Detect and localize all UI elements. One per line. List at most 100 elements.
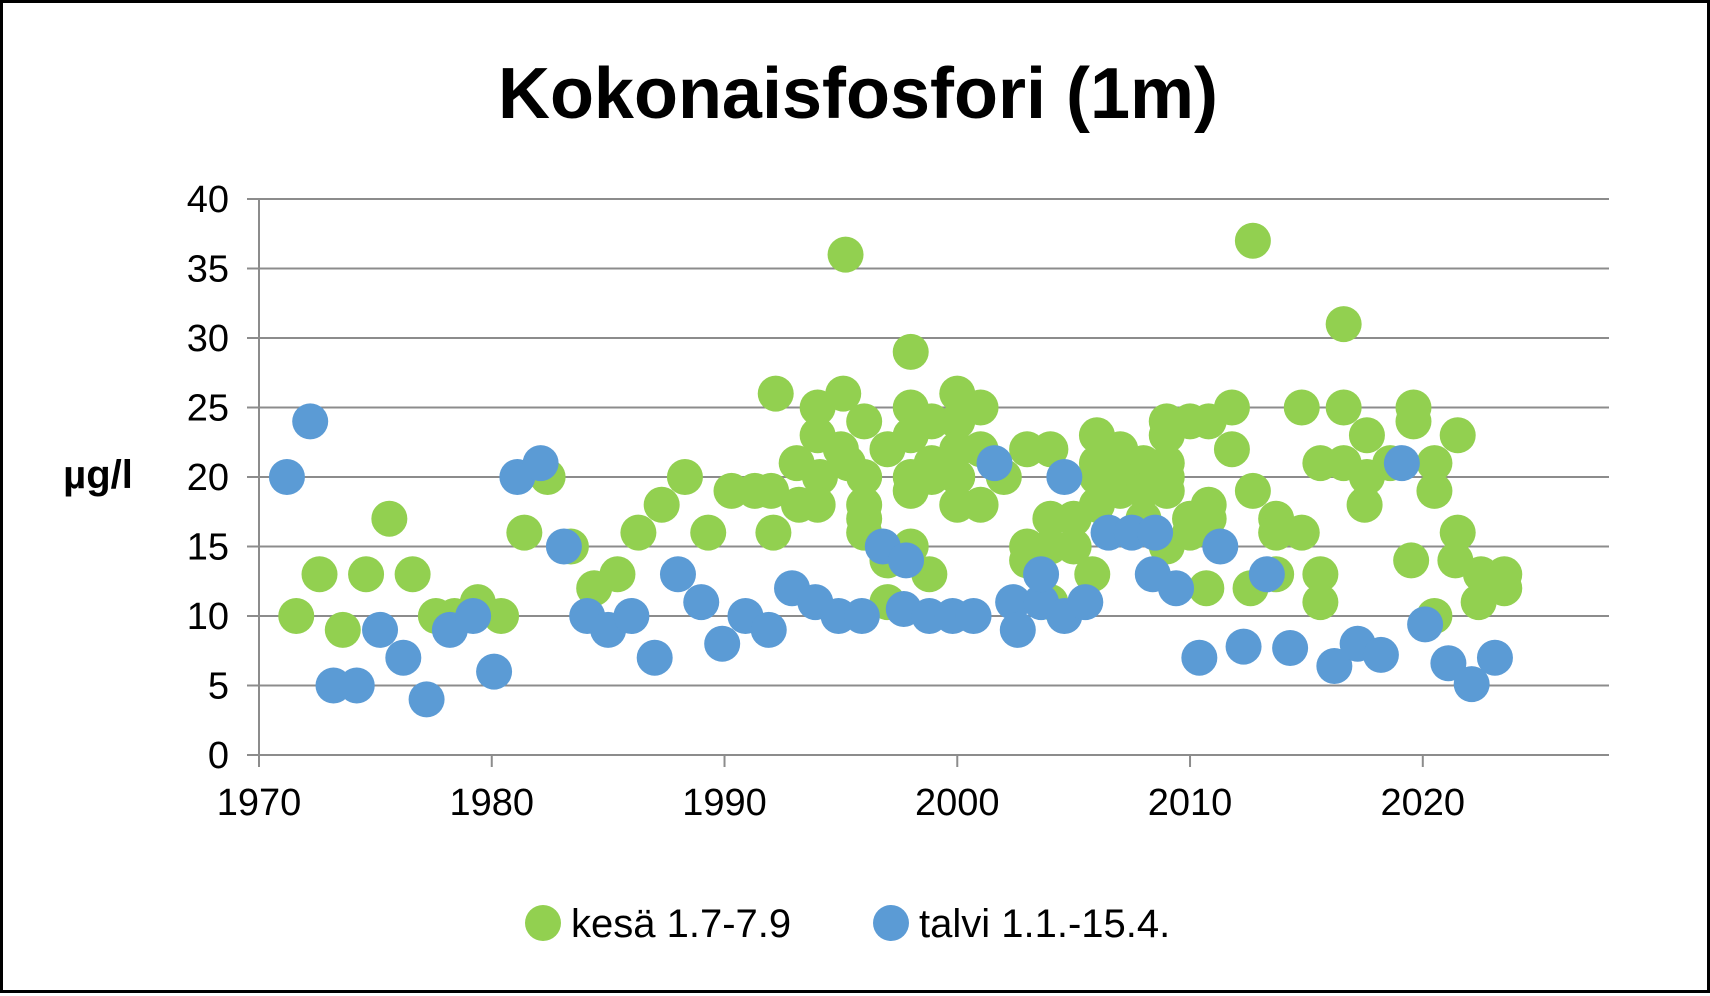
y-tick-label: 5 [208, 666, 229, 708]
data-point [1325, 306, 1362, 343]
data-point [846, 403, 883, 440]
data-point [1383, 445, 1420, 482]
data-point [1046, 459, 1083, 495]
data-point [1137, 514, 1174, 551]
data-point [1416, 445, 1453, 482]
data-point [659, 556, 696, 593]
data-point [362, 611, 399, 648]
data-point [1258, 514, 1295, 551]
data-point [1283, 389, 1320, 426]
data-point [1393, 542, 1430, 579]
data-point [1055, 528, 1092, 565]
legend: kesä 1.7-7.9 talvi 1.1.-15.4. [525, 902, 1170, 946]
axes: 0 5 10 15 20 25 30 35 40 1970 1980 1990 2000 2010 2020 [187, 179, 1609, 824]
data-point [1272, 629, 1309, 666]
data-point [995, 584, 1032, 621]
data-point [1248, 556, 1285, 593]
data-point [825, 375, 862, 412]
data-point [636, 639, 673, 676]
legend-label-talvi: talvi 1.1.-15.4. [919, 902, 1170, 946]
data-point [1407, 606, 1444, 643]
data-point [753, 472, 790, 509]
data-point [1346, 486, 1383, 523]
x-tick-label: 2020 [1381, 782, 1466, 824]
data-point [1430, 645, 1467, 682]
data-point [1181, 639, 1218, 676]
data-point [1234, 222, 1271, 259]
data-point [385, 639, 422, 676]
data-point [1283, 514, 1320, 551]
y-tick-label: 30 [187, 318, 229, 360]
data-point [913, 403, 950, 440]
data-point [1348, 417, 1385, 454]
y-tick-label: 20 [187, 457, 229, 499]
data-point [455, 598, 492, 634]
scatter-chart: Kokonaisfosfori (1m) µg/l 0 5 10 15 20 25 30 35… [63, 54, 1609, 946]
data-point [1023, 556, 1060, 593]
data-point [394, 556, 431, 593]
data-point [976, 445, 1013, 482]
data-point [643, 486, 680, 523]
x-tick-label: 1980 [449, 782, 534, 824]
x-tick-label: 1990 [682, 782, 767, 824]
data-point [690, 514, 727, 551]
data-point [278, 598, 315, 634]
data-point [846, 459, 883, 495]
data-point [1067, 584, 1104, 621]
data-point [620, 514, 657, 551]
data-point [1158, 570, 1195, 607]
data-point [522, 445, 559, 482]
data-point [888, 542, 925, 579]
data-point [1032, 431, 1069, 468]
data-point [939, 459, 976, 495]
data-point [1362, 636, 1399, 673]
data-point [268, 459, 305, 495]
series-1 [268, 403, 1513, 718]
chart-title: Kokonaisfosfori (1m) [498, 54, 1218, 134]
data-point [1234, 472, 1271, 509]
data-point [506, 514, 543, 551]
data-point [1316, 648, 1353, 685]
data-point [827, 236, 864, 273]
x-tick-label: 2000 [915, 782, 1000, 824]
legend-marker-kesa [525, 905, 561, 941]
data-point [1190, 500, 1227, 537]
data-point [1416, 472, 1453, 509]
series-0 [278, 222, 1523, 648]
data-point [1188, 570, 1225, 607]
x-tick-label: 1970 [217, 782, 302, 824]
data-point [962, 389, 999, 426]
data-point [1302, 584, 1339, 621]
data-point [1439, 514, 1476, 551]
data-point [1302, 556, 1339, 593]
data-point [962, 486, 999, 523]
data-point [1074, 556, 1111, 593]
data-point [913, 459, 950, 495]
data-point [801, 459, 838, 495]
x-tick-label: 2010 [1148, 782, 1233, 824]
data-point [955, 598, 992, 634]
y-tick-label: 35 [187, 249, 229, 291]
data-point [750, 611, 787, 648]
data-point [545, 528, 582, 565]
data-point [408, 681, 445, 718]
data-point [755, 514, 792, 551]
y-tick-label: 0 [208, 735, 229, 777]
data-point [1476, 639, 1513, 676]
data-point [1395, 403, 1432, 440]
data-point [1202, 528, 1239, 565]
legend-label-kesa: kesä 1.7-7.9 [571, 902, 791, 946]
data-point [613, 598, 650, 634]
data-point [843, 598, 880, 634]
data-point [1453, 666, 1490, 703]
data-point [1325, 389, 1362, 426]
data-point [892, 333, 929, 370]
y-axis-label: µg/l [63, 453, 133, 497]
y-tick-label: 25 [187, 388, 229, 430]
data-point [1213, 389, 1250, 426]
data-point [999, 611, 1036, 648]
data-point [1148, 472, 1185, 509]
data-point [704, 625, 741, 662]
data-point [483, 598, 520, 634]
